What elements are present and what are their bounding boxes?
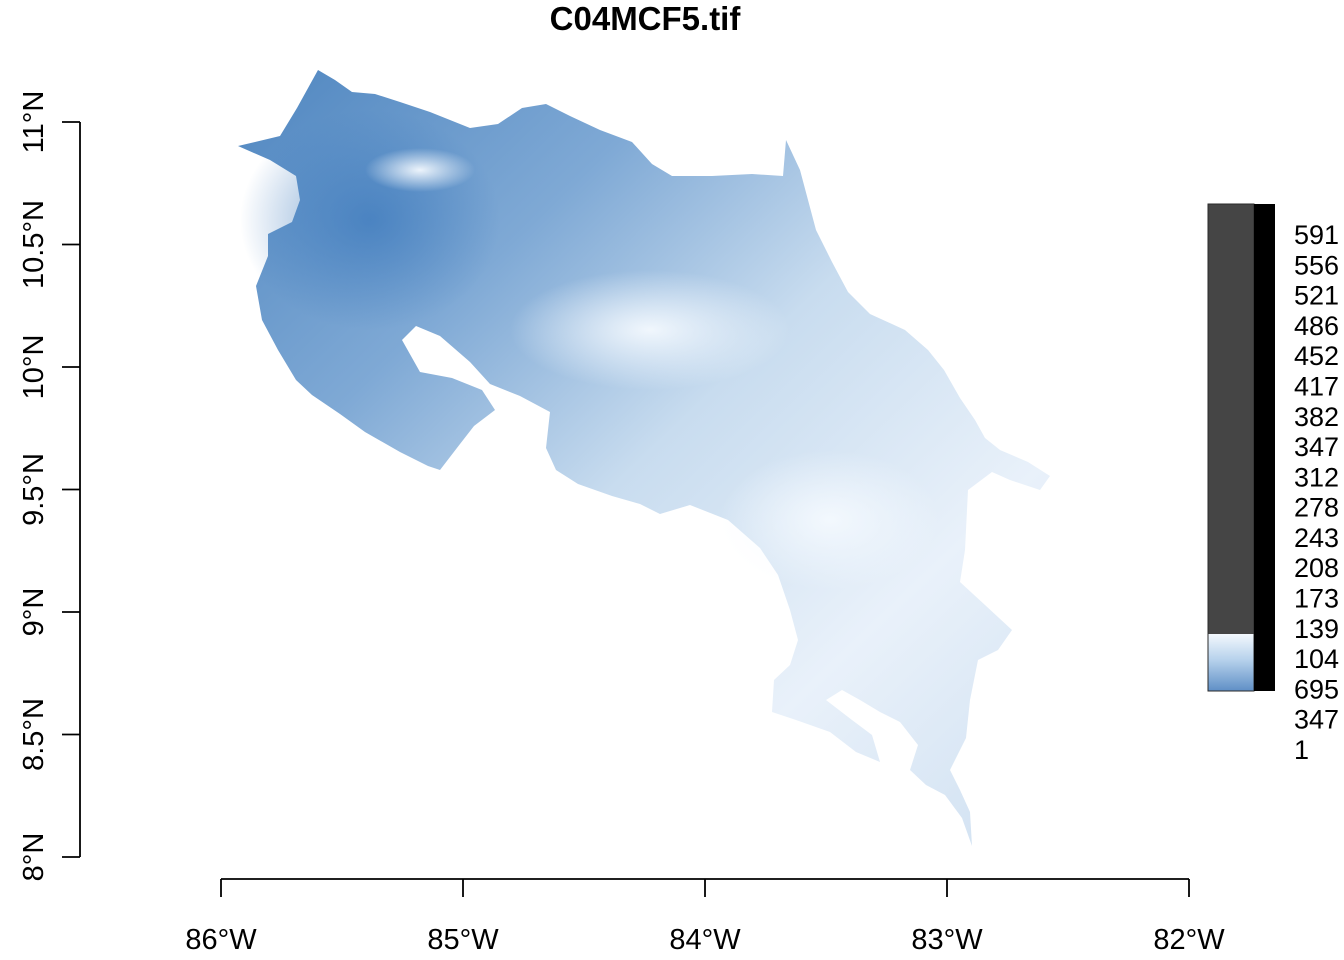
x-axis: 86°W 85°W 84°W 83°W 82°W xyxy=(185,878,1225,956)
legend-label: 347 xyxy=(1294,432,1339,462)
legend-label: 312 xyxy=(1294,462,1339,492)
legend-label: 452 xyxy=(1294,341,1339,371)
legend-label: 521 xyxy=(1294,281,1339,311)
y-tick-label: 10°N xyxy=(18,335,50,400)
legend-label: 591 xyxy=(1294,220,1339,250)
legend-color-ramp xyxy=(1208,634,1254,691)
map-title: C04MCF5.tif xyxy=(550,0,742,37)
raster-layer xyxy=(238,70,1050,846)
legend-label: 486 xyxy=(1294,311,1339,341)
y-axis: 8°N 8.5°N 9°N 9.5°N 10°N 10.5°N 11°N xyxy=(18,91,81,882)
legend-label: 173 xyxy=(1294,584,1339,614)
legend-label: 695 xyxy=(1294,674,1339,704)
legend-label: 208 xyxy=(1294,553,1339,583)
x-tick-label: 86°W xyxy=(185,924,257,956)
legend-gray-bar xyxy=(1208,204,1254,634)
legend-label: 382 xyxy=(1294,402,1339,432)
raster-shade-northwest xyxy=(240,110,500,330)
y-tick-label: 11°N xyxy=(18,91,50,154)
y-tick-label: 10.5°N xyxy=(18,200,50,289)
x-tick-label: 83°W xyxy=(911,924,983,956)
legend-label: 243 xyxy=(1294,523,1339,553)
x-tick-label: 85°W xyxy=(427,924,499,956)
y-tick-label: 8.5°N xyxy=(18,698,50,771)
legend-label: 556 xyxy=(1294,250,1339,280)
legend-label: 104 xyxy=(1294,644,1339,674)
y-tick-label: 8°N xyxy=(18,833,50,882)
legend-label: 139 xyxy=(1294,614,1339,644)
y-tick-label: 9°N xyxy=(18,588,50,637)
y-tick-label: 9.5°N xyxy=(18,453,50,526)
legend-black-bar xyxy=(1254,204,1275,691)
x-tick-label: 82°W xyxy=(1153,924,1225,956)
x-tick-label: 84°W xyxy=(669,924,741,956)
legend-label: 417 xyxy=(1294,371,1339,401)
raster-highlight-south xyxy=(720,450,940,590)
legend-label: 278 xyxy=(1294,493,1339,523)
raster-highlight-central xyxy=(510,270,790,390)
raster-highlight-valley xyxy=(365,148,475,192)
legend-label: 1 xyxy=(1294,735,1309,765)
legend-label: 347 xyxy=(1294,705,1339,735)
legend: 5915565214864524173823473122782432081731… xyxy=(1207,203,1339,765)
